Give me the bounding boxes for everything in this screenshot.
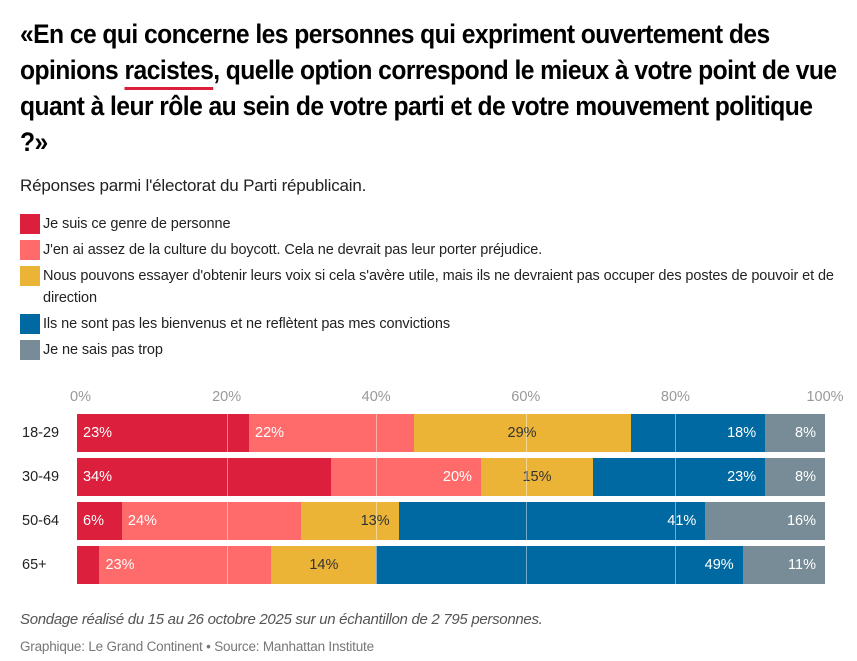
bar-row-30-49: 34% 20% 15% 23% 8%: [77, 458, 825, 496]
bar-segment: 23%: [77, 414, 250, 452]
bar-segment: 8%: [765, 414, 825, 452]
bar-value-label: 8%: [795, 469, 816, 485]
chart-title: «En ce qui concerne les personnes qui ex…: [20, 16, 838, 160]
title-text-after: , quelle option correspond le mieux à vo…: [20, 55, 837, 157]
bar-value-label: 8%: [795, 425, 816, 441]
bar-value-label: 49%: [704, 557, 734, 573]
bar-value-label: 23%: [727, 469, 757, 485]
bar-segment: 29%: [413, 414, 631, 452]
title-text-before: «En ce qui concerne les personnes qui ex…: [20, 19, 770, 85]
bar-segment: 6%: [77, 502, 122, 540]
bar-value-label: 23%: [83, 425, 113, 441]
bar-value-label: 14%: [309, 557, 339, 573]
legend-label: J'en ai assez de la culture du boycott. …: [43, 242, 543, 258]
bar-value-label: 41%: [667, 513, 697, 529]
bar-segment: [77, 546, 100, 584]
bar-value-label: 24%: [127, 513, 157, 529]
legend-swatch: [20, 314, 40, 334]
bar-segment: 14%: [271, 546, 377, 584]
legend-item: Je suis ce genre de personne: [20, 213, 840, 235]
legend-label: Je suis ce genre de personne: [43, 216, 231, 232]
bar-value-label: 11%: [788, 557, 816, 573]
bar-value-label: 34%: [83, 469, 113, 485]
x-axis-tick-label: 40%: [361, 389, 391, 405]
legend-label: Je ne sais pas trop: [43, 342, 163, 358]
legend-item: Ils ne sont pas les bienvenus et ne refl…: [20, 313, 840, 335]
footnote: Sondage réalisé du 15 au 26 octobre 2025…: [20, 611, 543, 628]
bar-segment: 8%: [765, 458, 825, 496]
bar-segment: 13%: [301, 502, 399, 540]
legend-item: J'en ai assez de la culture du boycott. …: [20, 239, 840, 261]
bar-segment: 41%: [398, 502, 706, 540]
bar-segment: 23%: [593, 458, 766, 496]
bar-segment: 18%: [630, 414, 766, 452]
bar-segment: 22%: [249, 414, 414, 452]
bar-segment: 23%: [99, 546, 272, 584]
legend-swatch: [20, 240, 40, 260]
category-label: 50-64: [22, 513, 60, 529]
bar-value-label: 13%: [360, 513, 390, 529]
bar-value-label: 18%: [727, 425, 757, 441]
bar-value-label: 20%: [442, 469, 472, 485]
stacked-bar-chart: 0% 20% 40% 60% 80% 100% 18-29 23% 22% 29% 18% 8% 30-…: [0, 385, 857, 590]
title-highlight-word: racistes: [124, 55, 214, 85]
category-label: 30-49: [22, 469, 60, 485]
legend-label: Ils ne sont pas les bienvenus et ne refl…: [43, 316, 450, 332]
bar-row-65+: 23% 14% 49% 11%: [77, 546, 825, 584]
legend-label: Nous pouvons essayer d'obtenir leurs voi…: [43, 268, 834, 306]
x-axis-tick-label: 100%: [806, 389, 844, 405]
x-axis-tick-label: 0%: [70, 389, 91, 405]
bar-value-label: 22%: [255, 425, 285, 441]
source-credit: Graphique: Le Grand Continent • Source: …: [20, 639, 374, 654]
bar-value-label: 15%: [522, 469, 552, 485]
bar-segment: 16%: [705, 502, 825, 540]
bar-row-18-29: 23% 22% 29% 18% 8%: [77, 414, 825, 452]
legend-swatch: [20, 266, 40, 286]
x-axis-tick-label: 20%: [212, 389, 242, 405]
category-label: 18-29: [22, 425, 60, 441]
bar-segment: 34%: [77, 458, 332, 496]
bar-segment: 49%: [376, 546, 743, 584]
legend-item: Nous pouvons essayer d'obtenir leurs voi…: [20, 265, 840, 309]
category-label: 65+: [22, 557, 47, 573]
legend-swatch: [20, 214, 40, 234]
bar-row-50-64: 6% 24% 13% 41% 16%: [77, 502, 825, 540]
bar-value-label: 6%: [83, 513, 104, 529]
chart-subtitle: Réponses parmi l'électorat du Parti répu…: [20, 176, 367, 195]
legend-swatch: [20, 340, 40, 360]
bar-value-label: 16%: [786, 513, 816, 529]
bar-segment: 15%: [480, 458, 594, 496]
bar-segment: 24%: [121, 502, 302, 540]
bar-value-label: 29%: [507, 425, 537, 441]
legend: Je suis ce genre de personne J'en ai asse…: [20, 213, 840, 365]
legend-item: Je ne sais pas trop: [20, 339, 840, 361]
x-axis-tick-label: 60%: [511, 389, 541, 405]
bar-segment: 11%: [742, 546, 825, 584]
bar-value-label: 23%: [105, 557, 135, 573]
x-axis-tick-label: 80%: [660, 389, 690, 405]
bar-segment: 20%: [331, 458, 481, 496]
